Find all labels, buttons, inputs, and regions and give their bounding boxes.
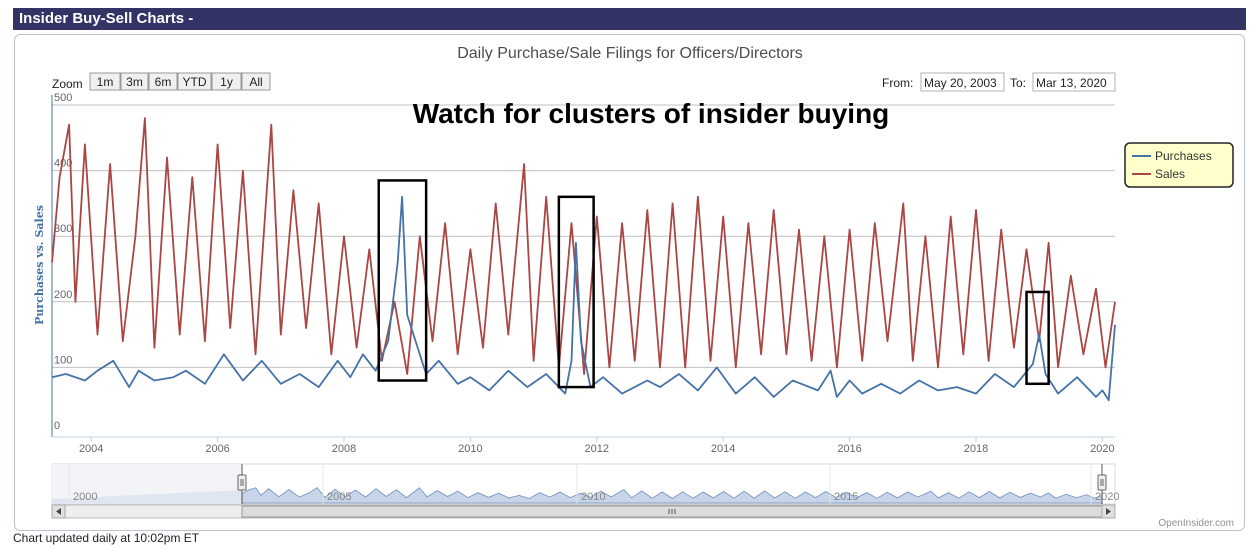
zoom-button-label: 1y — [220, 75, 233, 89]
zoom-button-6m[interactable]: 6m — [148, 72, 178, 91]
y-tick-label: 0 — [54, 420, 60, 432]
from-label: From: — [882, 76, 913, 90]
zoom-button-bg — [177, 72, 212, 91]
series-lines — [51, 117, 1116, 402]
zoom-button-bg — [148, 72, 178, 91]
chart-credit[interactable]: OpenInsider.com — [1158, 518, 1234, 529]
zoom-button-bg — [120, 72, 149, 91]
zoom-button-3m[interactable]: 3m — [120, 72, 149, 91]
navigator-early-area — [52, 490, 242, 504]
zoom-button-label: All — [249, 75, 262, 89]
to-label: To: — [1010, 76, 1026, 90]
scrollbar[interactable] — [51, 504, 1116, 519]
chart-title: Daily Purchase/Sale Filings for Officers… — [457, 45, 803, 62]
y-tick-label: 200 — [54, 289, 72, 301]
navigator-year-label: 2015 — [834, 491, 858, 503]
zoom-button-group: 1m 3m 6m YTD 1y All — [89, 72, 271, 91]
legend-sales-label: Sales — [1155, 167, 1185, 181]
x-tick-label: 2006 — [205, 443, 229, 455]
zoom-button-label: YTD — [183, 75, 207, 89]
footer-note: Chart updated daily at 10:02pm ET — [13, 531, 200, 545]
cluster-highlight-box — [557, 195, 595, 389]
zoom-button-ytd[interactable]: YTD — [177, 72, 212, 91]
x-tick-label: 2004 — [79, 443, 103, 455]
y-tick-label: 500 — [54, 92, 72, 104]
chart-canvas: Daily Purchase/Sale Filings for Officers… — [33, 45, 1234, 529]
legend-purchases-label: Purchases — [1155, 149, 1212, 163]
navigator-series-area — [241, 487, 1103, 504]
zoom-button-bg — [241, 72, 271, 91]
arrow-right-icon — [1106, 508, 1111, 515]
x-tick-label: 2014 — [711, 443, 735, 455]
zoom-button-label: 3m — [126, 75, 143, 89]
chart-panel: Daily Purchase/Sale Filings for Officers… — [14, 34, 1245, 531]
navigator-year-label: 2000 — [73, 491, 97, 503]
from-date-input[interactable] — [920, 72, 1005, 92]
zoom-button-all[interactable]: All — [241, 72, 271, 91]
to-date-input[interactable] — [1032, 72, 1116, 92]
navigator-left-handle[interactable] — [237, 474, 247, 491]
navigator-year-label: 2010 — [581, 491, 605, 503]
x-tick-label: 2012 — [585, 443, 609, 455]
navigator-year-label: 2020 — [1095, 491, 1119, 503]
series-line-sales — [51, 117, 1116, 375]
x-tick-label: 2008 — [332, 443, 356, 455]
navigator[interactable]: 2000 2005 2010 2015 2020 — [51, 463, 1119, 505]
zoom-button-label: 6m — [155, 75, 172, 89]
page-title: Insider Buy-Sell Charts - — [19, 10, 194, 27]
navigator-right-handle[interactable] — [1097, 474, 1107, 491]
y-tick-label: 400 — [54, 158, 72, 170]
navigator-labels: 2000 2005 2010 2015 2020 — [68, 464, 1119, 504]
x-tick-label: 2018 — [964, 443, 988, 455]
y-tick-label: 300 — [54, 223, 72, 235]
page-header-bar: Insider Buy-Sell Charts - — [13, 8, 1246, 30]
from-date-value: May 20, 2003 — [924, 76, 997, 90]
zoom-button-1y[interactable]: 1y — [211, 72, 242, 91]
zoom-button-label: 1m — [97, 75, 114, 89]
series-line-purchases — [51, 195, 1116, 402]
zoom-button-1m[interactable]: 1m — [89, 72, 121, 91]
navigator-year-label: 2005 — [327, 491, 351, 503]
y-axis-ticks: 0 100 200 300 400 500 — [54, 92, 72, 432]
to-date-value: Mar 13, 2020 — [1036, 76, 1107, 90]
annotation-text: Watch for clusters of insider buying — [413, 98, 890, 129]
cluster-highlight-box — [377, 179, 428, 382]
x-tick-label: 2016 — [837, 443, 861, 455]
x-axis-ticks: 2004 2006 2008 2010 2012 2014 2016 2018 2020 — [79, 437, 1115, 455]
zoom-label: Zoom — [52, 77, 83, 91]
cluster-highlight-box — [1025, 290, 1050, 386]
zoom-button-bg — [211, 72, 242, 91]
arrow-left-icon — [56, 508, 61, 515]
y-tick-label: 100 — [54, 354, 72, 366]
legend[interactable]: Purchases Sales — [1124, 142, 1234, 188]
y-axis-label: Purchases vs. Sales — [33, 205, 46, 325]
x-tick-label: 2010 — [458, 443, 482, 455]
zoom-button-bg — [89, 72, 121, 91]
x-tick-label: 2020 — [1090, 443, 1114, 455]
highlight-boxes — [377, 179, 1050, 389]
